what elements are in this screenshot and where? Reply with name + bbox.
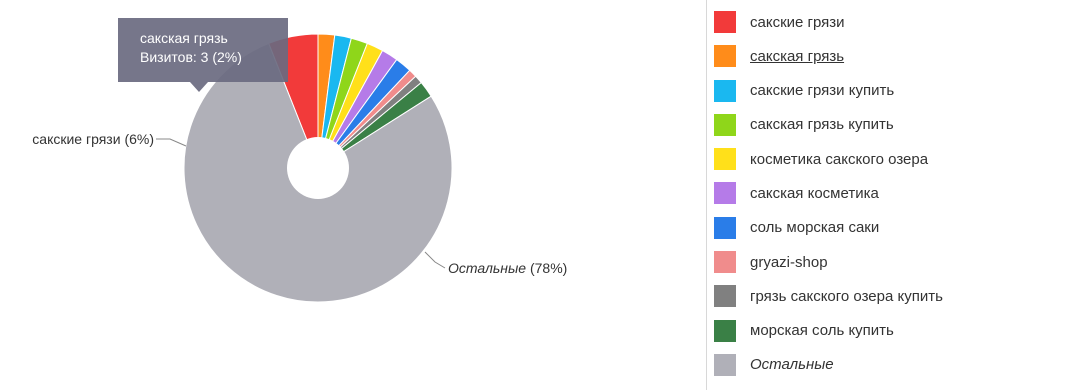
legend-swatch xyxy=(714,79,736,102)
label-leader-line-last xyxy=(424,251,446,269)
legend-item[interactable]: сакская косметика xyxy=(714,181,1074,205)
slice-tooltip: сакская грязь Визитов: 3 (2%) xyxy=(118,18,288,82)
tooltip-visits: Визитов: 3 (2%) xyxy=(140,49,242,65)
legend-label: грязь сакского озера купить xyxy=(750,287,943,305)
legend-label: Остальные xyxy=(750,356,834,374)
legend-label: gryazi-shop xyxy=(750,253,828,271)
legend-swatch xyxy=(714,182,736,205)
legend-item[interactable]: сакская грязь xyxy=(714,44,1074,68)
legend-item[interactable]: сакские грязи xyxy=(714,10,1074,34)
legend-divider xyxy=(706,0,707,390)
pie-slices xyxy=(183,33,453,303)
legend-swatch xyxy=(714,353,736,376)
legend-swatch xyxy=(714,113,736,136)
label-leader-line-first xyxy=(156,138,187,147)
legend-label: сакская грязь xyxy=(750,47,845,65)
legend-label: соль морская саки xyxy=(750,219,880,237)
legend-label: сакская косметика xyxy=(750,184,879,202)
legend-label: сакская грязь купить xyxy=(750,116,894,134)
legend-swatch xyxy=(714,319,736,342)
tooltip-title: сакская грязь xyxy=(140,30,228,46)
legend-label: морская соль купить xyxy=(750,322,894,340)
legend-item[interactable]: Остальные xyxy=(714,353,1074,377)
legend-item[interactable]: косметика сакского озера xyxy=(714,147,1074,171)
slice-label-last-name: Остальные xyxy=(448,260,526,276)
legend-swatch xyxy=(714,11,736,33)
slice-label-first-name: сакские грязи xyxy=(32,131,120,147)
slice-label-first: сакские грязи (6%) xyxy=(32,131,154,147)
legend-item[interactable]: соль морская саки xyxy=(714,216,1074,240)
slice-label-first-value: (6%) xyxy=(124,131,154,147)
pie-chart: сакские грязи (6%) Остальные (78%) xyxy=(32,33,567,303)
legend-label: сакские грязи xyxy=(750,13,845,31)
pie-chart-area: сакские грязи (6%) Остальные (78%) сакск… xyxy=(32,18,567,303)
legend-item[interactable]: сакские грязи купить xyxy=(714,79,1074,103)
tooltip-pointer xyxy=(190,82,208,92)
slice-label-last: Остальные (78%) xyxy=(448,260,567,276)
legend-item[interactable]: морская соль купить xyxy=(714,319,1074,343)
donut-hole xyxy=(287,137,349,199)
legend-swatch xyxy=(714,216,736,239)
legend-label: сакские грязи купить xyxy=(750,82,895,100)
legend-swatch xyxy=(714,285,736,308)
legend-item[interactable]: грязь сакского озера купить xyxy=(714,284,1074,308)
legend-swatch xyxy=(714,148,736,171)
legend-swatch xyxy=(714,45,736,68)
legend-item[interactable]: gryazi-shop xyxy=(714,250,1074,274)
legend-swatch xyxy=(714,251,736,274)
chart-legend: сакские грязи сакская грязь сакские грязи … xyxy=(714,10,1074,387)
legend-item[interactable]: сакская грязь купить xyxy=(714,113,1074,137)
legend-label: косметика сакского озера xyxy=(750,150,929,168)
slice-label-last-value: (78%) xyxy=(530,260,567,276)
